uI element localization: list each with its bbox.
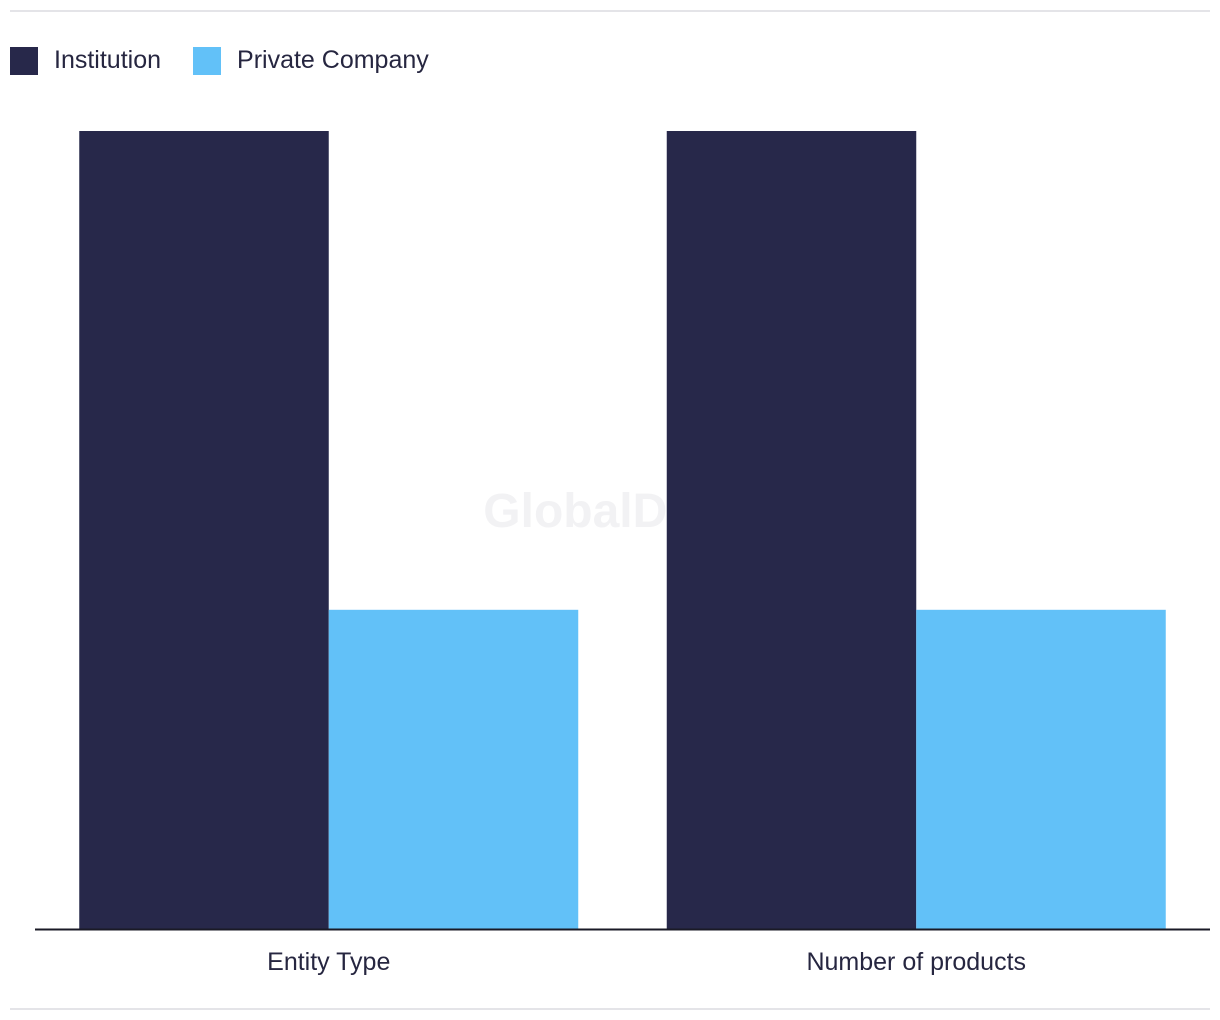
bottom-divider	[10, 1008, 1210, 1010]
bar-private-company-number-of-products[interactable]	[916, 609, 1166, 929]
bar-institution-entity-type[interactable]	[79, 131, 329, 929]
legend-swatch-institution	[10, 46, 38, 75]
legend-item-institution[interactable]: Institution	[10, 46, 161, 75]
chart-legend: Institution Private Company	[10, 46, 461, 75]
bar-private-company-entity-type[interactable]	[328, 609, 579, 929]
x-tick-label: Number of products	[806, 948, 1026, 976]
legend-swatch-private-company	[193, 46, 222, 75]
legend-label-institution: Institution	[54, 46, 162, 74]
x-tick-label: Entity Type	[267, 948, 390, 976]
bar-institution-number-of-products[interactable]	[666, 131, 917, 929]
top-divider	[10, 10, 1210, 12]
legend-label-private-company: Private Company	[237, 46, 429, 74]
legend-item-private-company[interactable]: Private Company	[193, 46, 429, 75]
